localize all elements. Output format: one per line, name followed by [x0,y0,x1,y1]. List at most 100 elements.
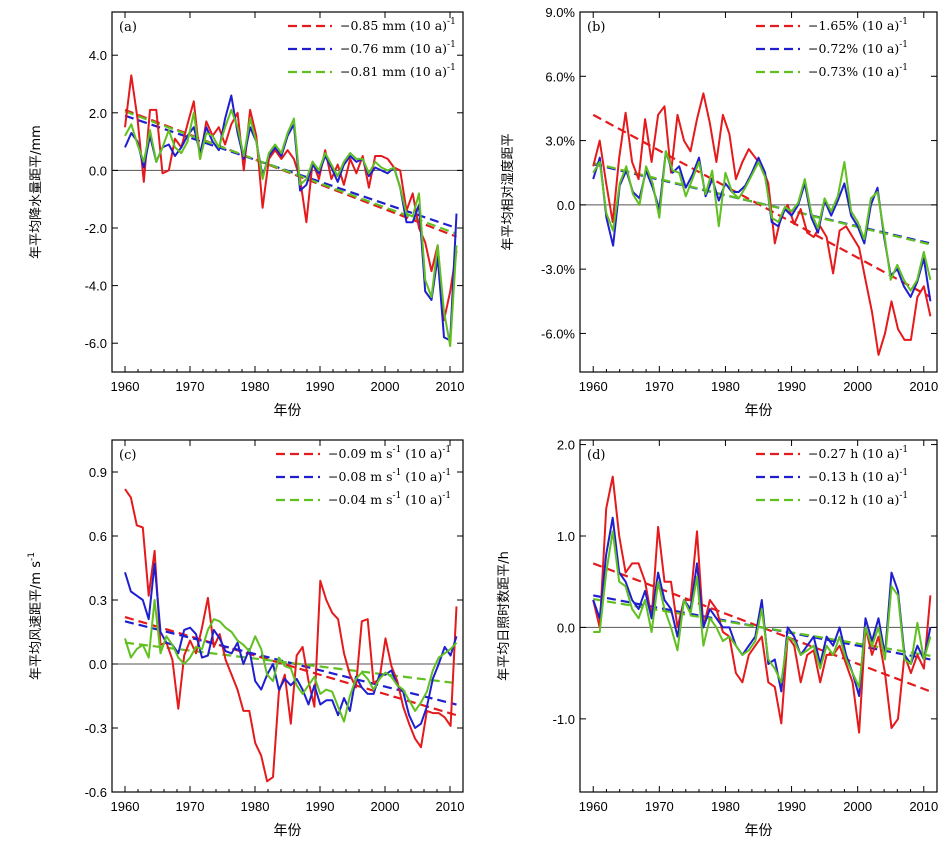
legend-sup-2: -1 [442,468,451,478]
legend-entry: −1.65% (10 a)-1 [808,17,908,33]
legend-text: −0.09 m s [328,446,393,461]
legend-sup: -1 [899,491,908,501]
y-tick-label: 4.0 [89,48,107,63]
x-tick-label: 1980 [711,799,740,814]
y-tick-label: -6.0 [85,336,107,351]
x-tick-label: 2010 [909,379,938,394]
x-tick-label: 1970 [645,379,674,394]
panel-a: 1960 1970 1980 1990 2000 2010 -6.0 -4.0 -2.0 0.0 2… [29,11,464,419]
series-line-1 [592,150,932,302]
series-line-2 [124,599,458,723]
x-axis-title: 年份 [274,403,302,419]
legend-sup: -1 [899,468,908,478]
plot-frame [579,439,938,793]
legend-entry: −0.81 mm (10 a)-1 [340,63,456,79]
x-tick-label: 1990 [777,799,806,814]
y-axis-title: 年平均降水量距平/mm [29,125,44,259]
y-tick-label: -2.0 [85,221,107,236]
legend-text: −0.13 h (10 a) [808,469,899,484]
legend-text: −0.12 h (10 a) [808,492,899,507]
trend-line-0 [124,616,457,717]
legend-text: −0.81 mm (10 a) [340,64,447,79]
legend-entry: −0.12 h (10 a)-1 [808,491,908,507]
x-tick-label: 2000 [843,379,872,394]
y-axis-title: 年平均风速距平/m s-1 [27,552,44,680]
series-line-0 [124,488,458,783]
legend-text: −0.72% (10 a) [808,41,899,56]
legend-entry: −0.08 m s-1 (10 a)-1 [328,468,451,484]
legend-text: −0.73% (10 a) [808,64,899,79]
x-tick-label: 1990 [306,799,335,814]
y-tick-label: 2.0 [89,106,107,121]
y-tick-label: 0.0 [89,163,107,178]
y-tick-label: -0.6 [85,785,107,800]
y-tick-label: 1.0 [557,529,575,544]
series-line-2 [124,108,458,348]
trend-line-1 [124,620,457,706]
legend-sup: -1 [899,17,908,27]
series-line-2 [593,530,932,688]
y-tick-label: 0.3 [89,593,107,608]
panel-label: (c) [119,448,136,463]
series-line-0 [124,74,458,322]
x-tick-label: 2000 [843,799,872,814]
y-tick-label: -1.0 [553,712,575,727]
panel-b: 1960 1970 1980 1990 2000 2010 -6.0% -3.0% 0.0 3.0… [500,5,938,419]
y-tick-label: -6.0% [541,326,575,341]
y-tick-label: 0.0 [557,198,575,213]
y-axis-title: 年平均日照时数距平/h [497,551,512,681]
x-tick-label: 1970 [645,799,674,814]
x-tick-label: 1980 [711,379,740,394]
panel-label: (a) [119,20,137,35]
legend-entry: −0.04 m s-1 (10 a)-1 [328,491,451,507]
y-tick-label: 0.9 [89,465,107,480]
legend-text-2: (10 a) [401,469,442,484]
plot-frame [579,11,938,373]
trend-line-0 [592,562,931,693]
legend-entry: −0.27 h (10 a)-1 [808,445,908,461]
panel-label: (d) [587,448,605,463]
legend-text: −0.27 h (10 a) [808,446,899,461]
legend-entry: −0.09 m s-1 (10 a)-1 [328,445,451,461]
plot-frame [111,11,464,373]
legend-entry: −0.73% (10 a)-1 [808,63,908,79]
trend-line-2 [124,110,457,235]
y-tick-label: 0.0 [89,657,107,672]
series-line-2 [592,150,932,292]
y-tick-label: 0.0 [557,620,575,635]
y-axis-title: 年平均相对湿度距平 [500,133,516,250]
x-tick-label: 2010 [909,799,938,814]
x-axis-title: 年份 [745,403,773,419]
legend-text: −1.65% (10 a) [808,18,899,33]
legend-sup: -1 [393,445,402,455]
legend-sup: -1 [447,63,456,73]
x-tick-label: 1960 [579,799,608,814]
legend-entry: −0.85 mm (10 a)-1 [340,17,456,33]
legend-sup: -1 [899,445,908,455]
y-axis-title-sup: -1 [27,552,37,561]
legend-sup: -1 [393,491,402,501]
series-line-1 [124,562,458,729]
legend-entry: −0.72% (10 a)-1 [808,40,908,56]
x-tick-label: 1970 [176,799,205,814]
y-tick-label: 6.0% [545,69,575,84]
x-axis-title: 年份 [745,823,773,839]
x-tick-label: 1970 [176,379,205,394]
y-tick-label: 9.0% [545,5,575,20]
y-tick-label: -0.3 [85,721,107,736]
x-tick-label: 2000 [371,799,400,814]
y-tick-label: -4.0 [85,279,107,294]
x-axis-title: 年份 [274,823,302,839]
x-tick-label: 1980 [241,799,270,814]
x-tick-label: 2000 [371,379,400,394]
legend-sup: -1 [447,17,456,27]
x-tick-label: 1990 [306,379,335,394]
legend-sup-2: -1 [442,491,451,501]
legend-sup: -1 [899,40,908,50]
x-tick-label: 1960 [111,799,140,814]
legend-sup: -1 [899,63,908,73]
series-line-1 [592,516,932,697]
legend-text-2: (10 a) [401,492,442,507]
y-tick-label: 2.0 [557,438,575,453]
x-tick-label: 1960 [111,379,140,394]
